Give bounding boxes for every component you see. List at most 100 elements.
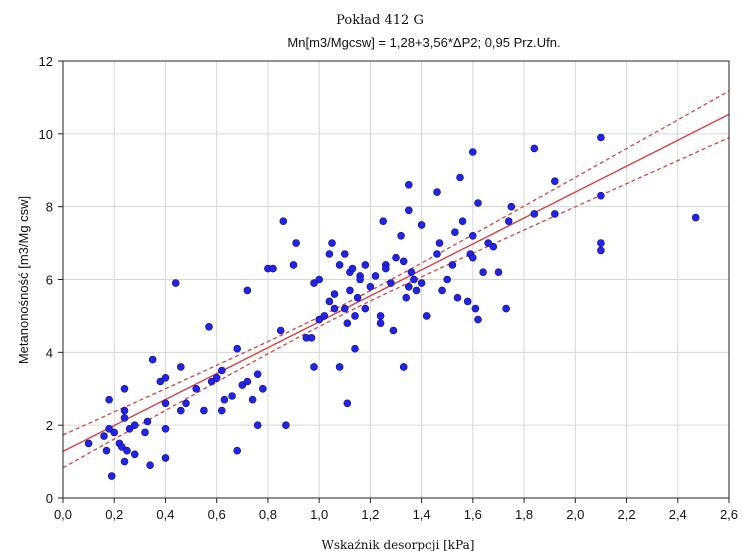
data-point [120,457,129,466]
data-point [218,406,226,415]
data-point [389,326,398,335]
data-point [233,344,241,353]
data-point [141,428,149,437]
data-point [443,275,452,284]
data-point [484,239,493,247]
data-points [84,133,700,480]
y-tick-label: 6 [46,273,53,288]
data-point [238,381,247,389]
data-point [177,363,185,371]
data-point [123,446,131,455]
data-point [276,326,285,335]
x-tick-label: 1,8 [515,507,533,522]
data-point [392,253,400,262]
x-tick-label: 1,6 [464,507,482,522]
data-point [243,286,252,295]
y-tick-label: 10 [39,127,53,142]
x-tick-label: 0,6 [208,507,226,522]
data-point [207,377,216,386]
data-point [597,239,605,247]
data-point [105,395,113,404]
data-point [361,261,370,269]
data-point [125,424,134,433]
confidence-bands [62,90,730,469]
data-point [530,210,539,218]
x-tick-label: 2,0 [566,507,584,522]
data-point [387,279,395,287]
data-point [100,432,108,440]
data-point [340,250,349,258]
data-point [410,275,418,284]
data-point [233,446,241,455]
data-point [310,363,318,371]
chart-title: Pokład 412 G [336,13,424,28]
x-tick-label: 0,4 [156,507,174,522]
data-point [161,399,170,408]
x-tick-label: 2,6 [720,507,738,522]
data-point [404,206,413,215]
x-tick-label: 0,8 [259,507,277,522]
x-axis-ticks: 0,0 0,2 0,4 0,6 0,8 1,0 1,2 1,4 1,6 1,8 2,0 2,2 2,4 2… [54,498,738,522]
data-point [177,406,185,415]
x-tick-label: 2,4 [669,507,687,522]
data-point [102,446,111,455]
y-axis-ticks: 0 2 4 6 8 10 12 [39,54,63,506]
data-point [289,261,298,269]
data-point [468,148,477,156]
data-point [463,297,472,306]
regression-line [62,113,730,453]
regression-line-group [62,113,730,453]
data-point [351,312,359,320]
data-point [597,191,605,200]
data-point [422,312,431,320]
grid [63,61,729,498]
data-point [161,454,170,462]
data-point [397,232,405,240]
data-point [435,239,444,247]
y-axis-label: Metanonośność [m3/Mg csw] [16,196,31,364]
data-point [130,450,139,459]
data-point [325,250,334,258]
data-point [328,239,336,247]
x-tick-label: 0,0 [54,507,72,522]
data-point [550,210,559,218]
data-point [412,286,421,295]
data-point [120,406,129,415]
data-point [315,315,324,324]
data-point [691,213,700,222]
data-point [148,355,157,364]
data-point [161,373,170,382]
x-tick-label: 1,0 [310,507,328,522]
data-point [320,312,329,320]
data-point [84,439,93,448]
data-point [376,312,385,320]
data-point [258,384,267,393]
data-point [156,377,165,386]
data-point [448,261,457,269]
data-point [192,384,200,393]
data-point [248,395,257,404]
data-point [243,377,252,386]
y-tick-label: 0 [46,491,53,506]
data-point [366,282,375,291]
data-point [348,264,357,273]
data-point [433,188,441,196]
data-point [335,261,344,269]
data-point [438,286,446,295]
lower-confidence-band [62,137,730,469]
data-point [330,290,339,298]
data-point [402,293,411,302]
data-point [399,257,408,266]
data-point [404,181,413,189]
data-point [279,217,288,225]
upper-confidence-band [62,90,730,436]
data-point [120,384,129,393]
data-point [161,424,170,433]
data-point [597,246,605,255]
data-point [218,366,226,375]
x-tick-label: 1,2 [361,507,379,522]
data-point [228,392,236,400]
data-point [253,421,262,430]
data-point [451,228,459,236]
data-point [269,264,277,273]
